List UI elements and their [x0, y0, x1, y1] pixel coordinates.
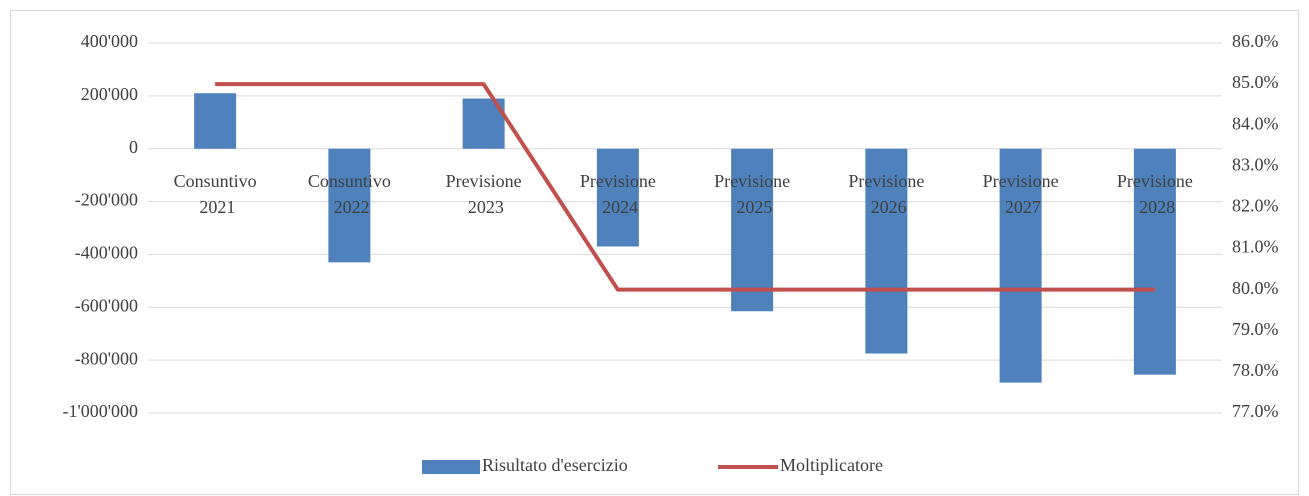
- y2-tick-label: 80.0%: [1232, 278, 1279, 298]
- y2-tick-label: 81.0%: [1232, 237, 1279, 257]
- y-tick-label: -600'000: [75, 295, 138, 315]
- y2-tick-label: 86.0%: [1232, 31, 1279, 51]
- bar: [731, 148, 774, 312]
- legend-label: Moltiplicatore: [780, 455, 883, 475]
- x-tick-label: Previsione 2027: [983, 171, 1059, 217]
- y2-tick-label: 85.0%: [1232, 72, 1279, 92]
- grid: [148, 42, 1222, 414]
- bar: [865, 148, 908, 354]
- x-tick-label: Previsione 2028: [1117, 171, 1193, 217]
- y2-tick-label: 77.0%: [1232, 401, 1279, 421]
- bar: [596, 148, 639, 247]
- bar: [194, 93, 237, 149]
- y-tick-label: 200'000: [81, 84, 138, 104]
- y-tick-label: 400'000: [81, 31, 138, 51]
- x-tick-label: Previsione 2024: [580, 171, 656, 217]
- y2-tick-label: 78.0%: [1232, 360, 1279, 380]
- bar: [328, 148, 371, 263]
- x-tick-label: Previsione 2023: [446, 171, 522, 217]
- y2-tick-label: 82.0%: [1232, 196, 1279, 216]
- legend-swatch: [422, 460, 480, 474]
- x-tick-label: Previsione 2026: [848, 171, 924, 217]
- y-tick-label: -800'000: [75, 348, 138, 368]
- bar: [1133, 148, 1176, 375]
- line: [215, 82, 1155, 292]
- y-tick-label: -1'000'000: [63, 401, 138, 421]
- x-tick-label: Consuntivo 2022: [308, 171, 391, 217]
- chart-border: [10, 10, 1299, 495]
- y2-tick-label: 79.0%: [1232, 319, 1279, 339]
- x-tick-label: Previsione 2025: [714, 171, 790, 217]
- y-tick-label: -200'000: [75, 190, 138, 210]
- legend-label: Risultato d'esercizio: [482, 455, 628, 475]
- bar: [999, 148, 1042, 383]
- x-tick-label: Consuntivo 2021: [174, 171, 257, 217]
- y-tick-label: -400'000: [75, 243, 138, 263]
- y-tick-label: 0: [129, 137, 138, 157]
- y2-tick-label: 84.0%: [1232, 113, 1279, 133]
- y2-tick-label: 83.0%: [1232, 154, 1279, 174]
